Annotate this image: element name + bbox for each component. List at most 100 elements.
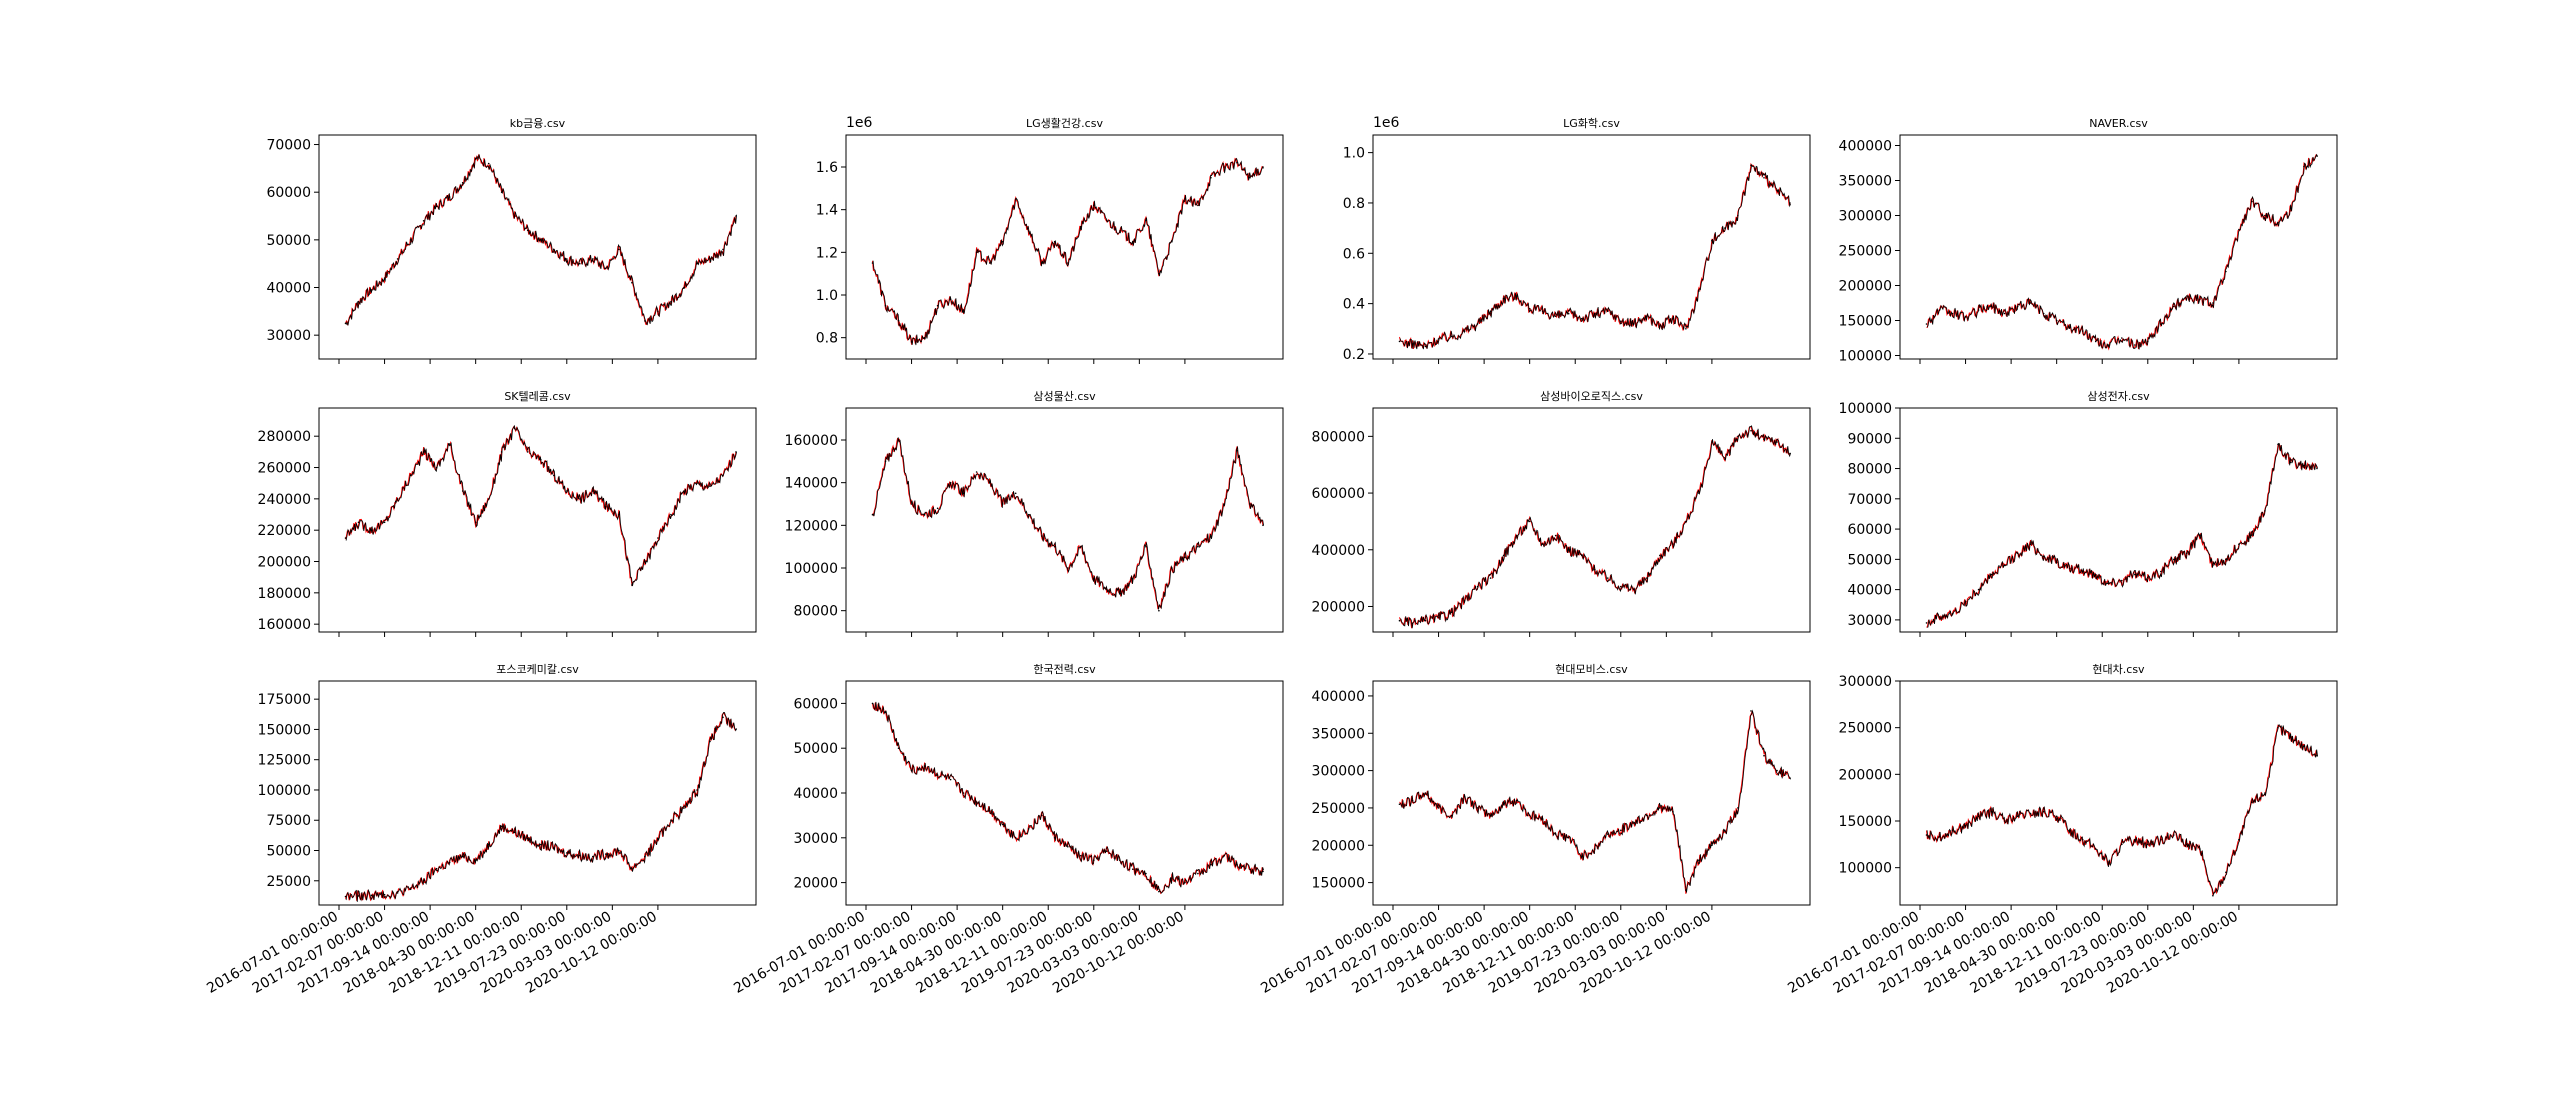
data-point (2121, 579, 2123, 582)
y-tick-label: 280000 (258, 429, 311, 445)
data-point (1964, 600, 1967, 603)
data-point (696, 482, 698, 485)
series-line-red (345, 712, 737, 902)
subplot-title: LG화학.csv (1563, 117, 1620, 130)
data-point (644, 560, 646, 563)
y-tick-label: 300000 (1839, 209, 1892, 225)
data-point (1027, 828, 1030, 830)
data-point (1106, 219, 1108, 222)
data-point (988, 810, 991, 812)
data-point (884, 304, 887, 307)
data-point (2029, 302, 2032, 304)
data-point (1541, 543, 1544, 545)
data-point (1223, 166, 1225, 168)
data-point (670, 819, 672, 821)
y-tick-label: 0.4 (1343, 297, 1365, 313)
data-point (566, 258, 568, 260)
data-point (1659, 807, 1661, 809)
series-line-black (345, 711, 737, 902)
subplot-4: SK텔레콤.csv 160000 180000 200000 220000 240000 2… (258, 390, 757, 637)
plot-frame (1372, 680, 1811, 906)
data-point (396, 892, 399, 894)
data-point (1763, 754, 1765, 757)
y-tick-label: 100000 (1839, 349, 1892, 365)
data-point (422, 880, 425, 882)
data-point (1789, 452, 1791, 455)
data-point (683, 286, 685, 289)
y-tick-label: 80000 (793, 604, 838, 620)
series-line-red (1926, 724, 2318, 897)
data-point (1659, 554, 1661, 557)
plot-frame (1899, 680, 2338, 906)
data-point (1249, 176, 1251, 179)
data-point (2121, 843, 2123, 846)
data-point (1541, 310, 1544, 313)
data-point (435, 867, 438, 870)
data-point (1067, 567, 1069, 569)
data-point (1977, 815, 1980, 818)
plot-frame (1899, 134, 2338, 360)
data-point (1633, 323, 1635, 325)
data-point (1567, 837, 1570, 839)
data-point (2290, 461, 2292, 464)
data-point (1249, 503, 1251, 505)
data-point (2081, 330, 2084, 332)
plot-frame (1899, 407, 2338, 633)
series-line-black (1399, 164, 1791, 350)
y-tick-label: 220000 (258, 523, 311, 539)
data-point (1685, 889, 1687, 891)
data-point (1463, 795, 1466, 798)
data-point (1554, 833, 1557, 835)
y-tick-label: 150000 (1839, 814, 1892, 830)
y-tick-label: 600000 (1312, 486, 1365, 502)
data-point (1646, 814, 1648, 817)
data-point (474, 859, 477, 861)
data-point (1502, 554, 1505, 557)
data-point (2016, 305, 2019, 308)
data-point (2303, 464, 2305, 467)
y-tick-label: 50000 (266, 233, 311, 249)
data-point (722, 474, 724, 477)
data-point (1580, 855, 1583, 858)
data-point (1789, 202, 1791, 204)
data-point (1672, 543, 1674, 545)
data-point (1789, 777, 1791, 779)
data-point (897, 747, 900, 749)
data-point (1080, 545, 1082, 548)
data-point (383, 277, 386, 279)
data-point (2003, 312, 2006, 315)
data-point (2029, 543, 2032, 545)
data-point (1964, 316, 1967, 318)
data-point (1567, 549, 1570, 551)
data-point (605, 267, 607, 270)
y-tick-label: 240000 (258, 492, 311, 508)
subplot-title: 삼성전자.csv (2087, 390, 2150, 403)
data-point (553, 847, 555, 849)
data-point (1424, 792, 1427, 794)
data-point (579, 498, 581, 500)
data-point (657, 837, 659, 840)
data-point (2316, 155, 2318, 157)
data-point (1119, 592, 1121, 595)
data-point (2199, 298, 2201, 301)
data-point (1040, 814, 1043, 817)
data-point (1964, 824, 1967, 827)
data-point (422, 451, 425, 453)
y-tick-label: 200000 (1312, 599, 1365, 615)
data-point (2303, 745, 2305, 748)
data-point (1776, 441, 1778, 443)
y-tick-label: 200000 (1839, 767, 1892, 783)
data-point (949, 481, 952, 484)
subplot-7: 삼성전자.csv 30000 40000 50000 60000 70000 80000 90… (1839, 390, 2338, 637)
data-point (2173, 305, 2175, 308)
data-point (1001, 503, 1004, 505)
data-point (910, 341, 913, 343)
data-point (1080, 225, 1082, 228)
data-point (435, 205, 438, 208)
data-point (1607, 310, 1609, 313)
data-point (357, 301, 360, 303)
data-point (1515, 799, 1518, 802)
data-point (1685, 328, 1687, 330)
data-point (1437, 617, 1440, 619)
data-point (949, 298, 952, 301)
